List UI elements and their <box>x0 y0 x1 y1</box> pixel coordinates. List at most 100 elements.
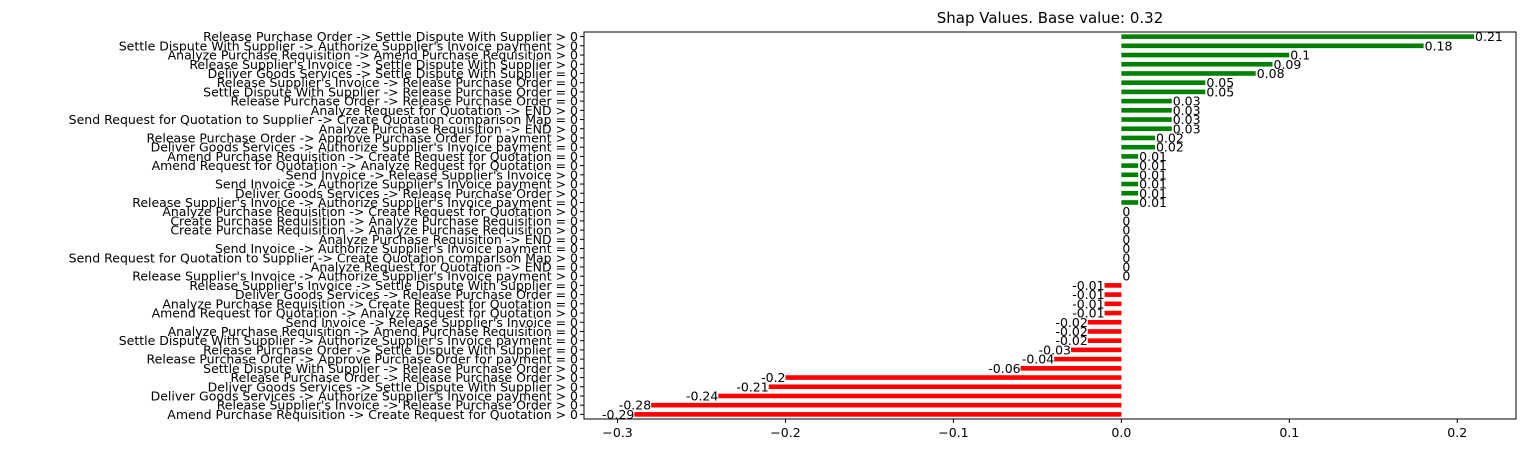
bar <box>1121 200 1139 205</box>
y-tick-label: Send Invoice -> Authorize Supplier's Inv… <box>215 177 578 192</box>
bar <box>718 393 1122 399</box>
chart-title: Shap Values. Base value: 0.32 <box>937 9 1164 27</box>
y-tick-label: Deliver Goods Services -> Authorize Supp… <box>151 140 578 155</box>
bar <box>1121 61 1273 67</box>
bar <box>1104 283 1122 288</box>
bar <box>1121 154 1139 159</box>
y-tick-label: Release Purchase Order -> Approve Purcha… <box>147 352 578 367</box>
data-label: -0.04 <box>1022 352 1054 367</box>
y-tick-label: Deliver Goods Services -> Release Purcha… <box>235 186 578 201</box>
y-tick-label: Settle Dispute With Supplier -> Authoriz… <box>119 38 578 53</box>
y-tick-label: Analyze Purchase Requisition -> Amend Pu… <box>168 324 578 339</box>
bar <box>1121 163 1139 168</box>
bar <box>1054 356 1122 362</box>
data-label: 0.05 <box>1206 84 1234 99</box>
data-label: -0.02 <box>1055 333 1087 348</box>
y-tick-label: Release Supplier's Invoice -> Settle Dis… <box>189 278 578 293</box>
data-label: -0.02 <box>1055 324 1087 339</box>
bar <box>1104 292 1122 297</box>
y-tick-label: Release Supplier's Invoice -> Release Pu… <box>217 398 578 413</box>
data-label: 0.03 <box>1173 94 1201 109</box>
y-tick-label: Settle Dispute With Supplier -> Release … <box>203 361 578 376</box>
data-label: 0 <box>1122 223 1130 238</box>
data-label: 0.01 <box>1139 186 1167 201</box>
data-label: 0 <box>1122 232 1130 247</box>
data-label: -0.01 <box>1072 296 1104 311</box>
data-label: 0.02 <box>1156 130 1184 145</box>
data-label: -0.01 <box>1072 278 1104 293</box>
y-tick-label: Send Invoice -> Release Supplier's Invoi… <box>286 315 578 330</box>
x-tick-label: −0.1 <box>938 425 968 440</box>
y-tick-label: Create Purchase Requisition -> Analyze P… <box>170 213 578 228</box>
bar <box>1121 80 1206 85</box>
y-tick-label: Send Invoice -> Authorize Supplier's Inv… <box>215 241 578 256</box>
y-tick-label: Amend Purchase Requisition -> Create Req… <box>167 149 578 164</box>
y-tick-label: Release Purchase Order -> Settle Dispute… <box>203 342 578 357</box>
data-label: -0.02 <box>1055 315 1087 330</box>
bar <box>1121 34 1475 39</box>
y-tick-label: Release Supplier's Invoice -> Authorize … <box>132 195 578 210</box>
data-label: 0 <box>1122 213 1130 228</box>
y-tick-label: Deliver Goods Services -> Settle Dispute… <box>208 379 578 394</box>
bar <box>1020 366 1122 371</box>
data-label: 0 <box>1122 204 1130 219</box>
y-tick-label: Send Invoice -> Release Supplier's Invoi… <box>286 167 578 182</box>
y-tick-label: Deliver Goods Services -> Release Purcha… <box>235 287 578 302</box>
bar <box>1087 338 1122 343</box>
data-label: -0.03 <box>1039 342 1071 357</box>
y-tick-label: Deliver Goods Services -> Settle Dispute… <box>208 66 578 81</box>
data-label: -0.29 <box>602 407 634 422</box>
bar <box>1121 126 1172 132</box>
bar <box>1121 52 1290 58</box>
bar <box>1121 135 1155 141</box>
data-label: 0.01 <box>1139 149 1167 164</box>
bar <box>1121 89 1206 95</box>
data-label: 0.01 <box>1139 177 1167 192</box>
data-label: 0.21 <box>1475 29 1503 44</box>
bar <box>1121 144 1155 150</box>
bar <box>1121 98 1172 104</box>
y-tick-label: Settle Dispute With Supplier -> Release … <box>203 84 578 99</box>
y-tick-label: Create Purchase Requisition -> Analyze P… <box>170 223 578 238</box>
y-tick-label: Analyze Purchase Requisition -> Create R… <box>162 204 578 219</box>
x-tick-label: 0.2 <box>1447 425 1467 440</box>
data-label: 0 <box>1122 250 1130 265</box>
y-tick-label: Settle Dispute With Supplier -> Authoriz… <box>119 333 578 348</box>
bar <box>1121 117 1172 122</box>
y-tick-label: Analyze Purchase Requisition -> END > 0 <box>319 121 578 136</box>
x-tick-label: −0.2 <box>770 425 800 440</box>
y-tick-label: Send Request for Quotation to Supplier -… <box>69 112 578 127</box>
bar <box>1104 310 1122 316</box>
data-label: 0.18 <box>1425 38 1453 53</box>
data-label: 0.02 <box>1156 140 1184 155</box>
bar <box>651 402 1122 408</box>
axes-frame <box>583 31 1517 420</box>
bar <box>768 384 1122 390</box>
y-tick-label: Release Purchase Order -> Release Purcha… <box>231 370 578 385</box>
bar <box>634 412 1122 417</box>
data-label: -0.06 <box>988 361 1020 376</box>
y-tick-label: Release Supplier's Invoice -> Settle Dis… <box>189 57 578 72</box>
data-label: 0 <box>1122 259 1130 274</box>
data-label: 0.03 <box>1173 112 1201 127</box>
bar <box>1121 172 1139 178</box>
data-label: 0 <box>1122 241 1130 256</box>
data-label: 0.08 <box>1257 66 1285 81</box>
bar <box>1121 108 1172 113</box>
y-tick-label: Analyze Purchase Requisition -> END = 0 <box>319 232 578 247</box>
y-tick-label: Release Purchase Order -> Release Purcha… <box>231 94 578 109</box>
data-label: -0.01 <box>1072 306 1104 321</box>
data-label: 0.09 <box>1274 57 1302 72</box>
y-tick-label: Amend Purchase Requisition -> Create Req… <box>167 407 578 422</box>
bar <box>1087 329 1122 334</box>
x-tick-label: 0.1 <box>1279 425 1299 440</box>
bar <box>1121 190 1139 196</box>
x-tick-label: 0.0 <box>1111 425 1131 440</box>
data-label: 0.03 <box>1173 103 1201 118</box>
data-label: 0.01 <box>1139 158 1167 173</box>
y-tick-label: Release Purchase Order -> Approve Purcha… <box>147 130 578 145</box>
data-label: -0.2 <box>761 370 785 385</box>
y-tick-label: Release Supplier's Invoice -> Authorize … <box>132 269 578 284</box>
